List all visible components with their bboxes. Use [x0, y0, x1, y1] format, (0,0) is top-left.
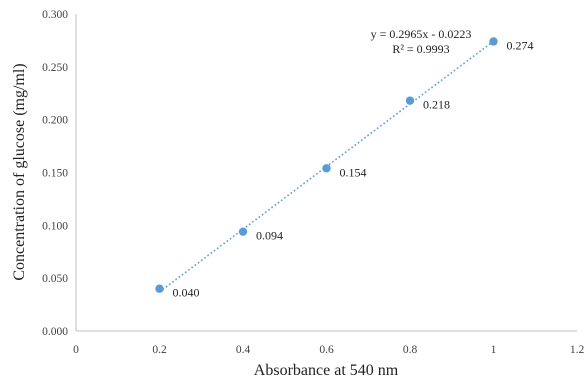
- data-point: [405, 96, 415, 105]
- axes: [75, 14, 577, 332]
- data-label: 0.274: [507, 38, 534, 52]
- data-point: [155, 284, 164, 293]
- x-tick-label: 0.8: [403, 344, 418, 356]
- y-tick-label: 0.000: [42, 326, 68, 338]
- tick-labels: 0 0.2 0.4 0.6 0.8 1 1.2 0.000 0.050 0.100 0.150 0.2…: [42, 9, 584, 356]
- x-tick-label: 0.2: [152, 344, 167, 356]
- y-axis-title: Concentration of glucose (mg/ml): [11, 63, 28, 280]
- data-label: 0.040: [173, 286, 200, 300]
- x-tick-label: 0.4: [236, 344, 251, 356]
- trendline-equation: y = 0.2965x - 0.0223: [371, 27, 472, 41]
- y-tick-label: 0.250: [42, 62, 68, 74]
- y-tick-label: 0.100: [42, 220, 68, 232]
- y-tick-label: 0.200: [42, 115, 68, 127]
- x-axis-title: Absorbance at 540 nm: [254, 362, 399, 379]
- x-tick-label: 0.6: [319, 344, 334, 356]
- data-point: [489, 37, 498, 46]
- data-label: 0.218: [423, 98, 450, 112]
- x-tick-label: 1.2: [570, 344, 585, 356]
- y-tick-label: 0.300: [42, 9, 68, 21]
- y-tick-label: 0.150: [42, 168, 68, 180]
- data-labels: 0.040 0.094 0.154 0.218 0.274: [173, 38, 534, 299]
- trendline-r-squared: R² = 0.9993: [392, 42, 449, 56]
- data-points: [155, 37, 498, 293]
- data-label: 0.094: [256, 229, 283, 243]
- x-tick-label: 1: [491, 344, 497, 356]
- y-tick-label: 0.050: [42, 273, 68, 285]
- data-point: [322, 164, 331, 173]
- data-point: [238, 227, 248, 236]
- x-tick-label: 0: [73, 344, 79, 356]
- data-label: 0.154: [340, 165, 367, 179]
